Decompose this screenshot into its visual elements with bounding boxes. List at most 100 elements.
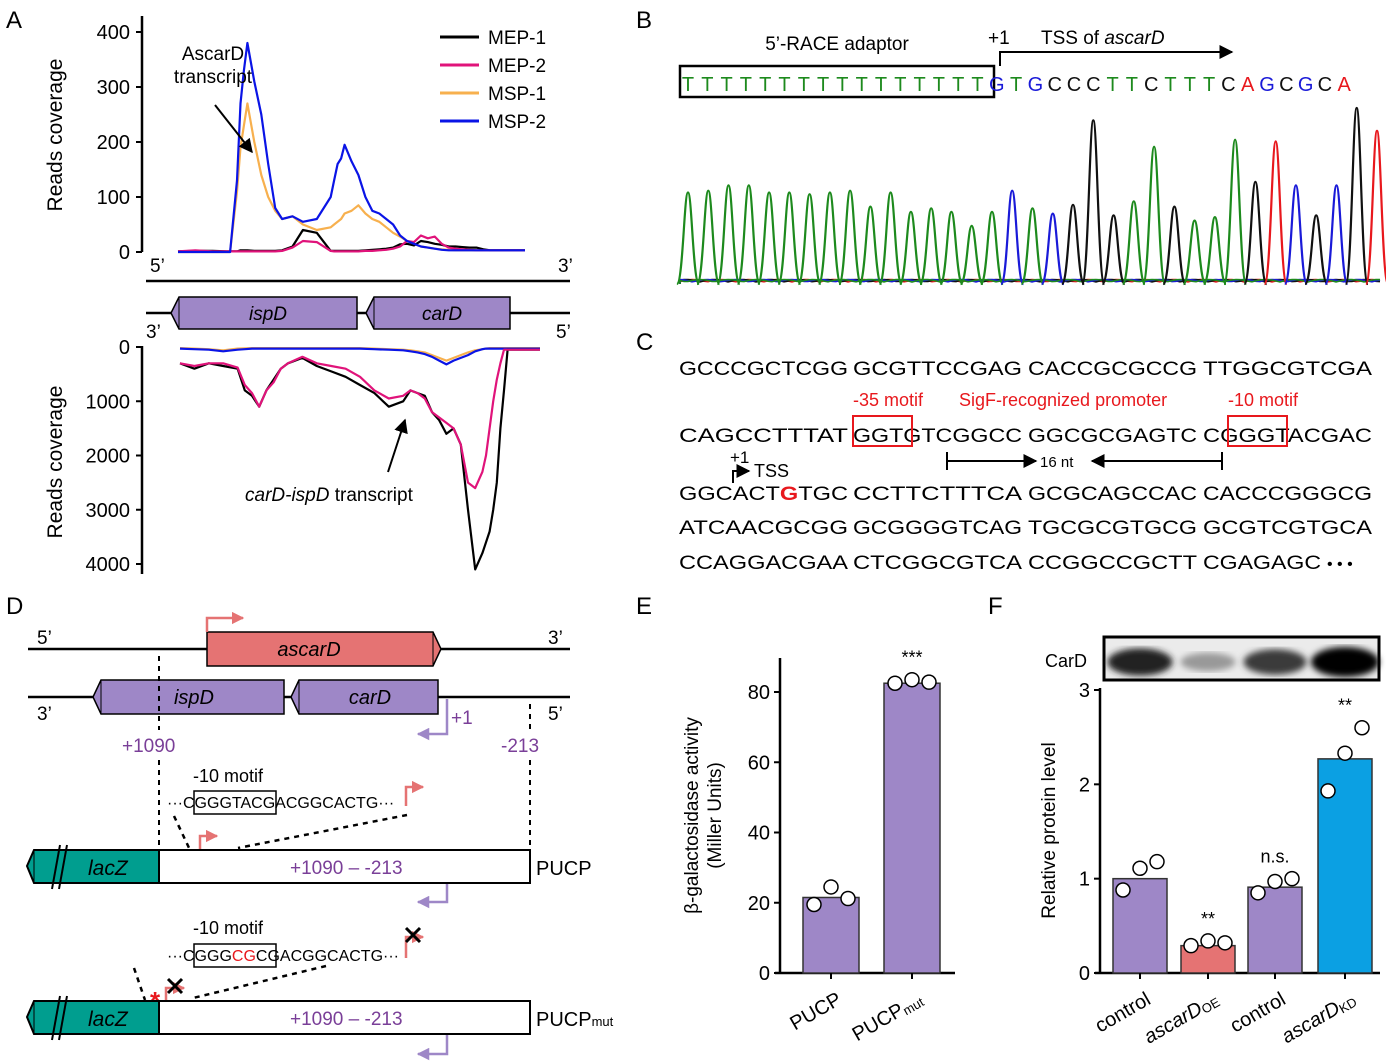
base-call: T: [894, 74, 906, 96]
fChart-significance: **: [1201, 909, 1215, 929]
sequence-block: CCTTCTTTCA: [853, 484, 1022, 505]
chromatogram-peak: [1263, 140, 1288, 286]
base-call: T: [971, 74, 983, 96]
d-top-5prime: 5’: [37, 628, 52, 649]
a-gene-ispD: ispD: [170, 296, 358, 330]
d-mut-reporter-label: lacZ: [88, 1008, 129, 1031]
chromatogram-peak: [1324, 184, 1349, 286]
base-call: G: [1259, 74, 1275, 96]
fChart-data-point: [1284, 870, 1300, 887]
a-top-y-tick-label: 0: [119, 242, 130, 264]
fChart-x-tick-label: ascarDOE: [1140, 988, 1222, 1048]
panel-label-d: D: [6, 593, 23, 620]
chromatogram-peak: [898, 210, 924, 286]
eChart-y-label: β-galactosidase activity: [682, 717, 703, 914]
d-mut-insert-tss-arrow: [164, 981, 186, 1001]
base-call: T: [701, 74, 713, 96]
panel-c: C GCCCGCTCGG GCGTTCCGAG CACCGCGCCG TTGGCGTC…: [636, 329, 1372, 574]
base-call: T: [1184, 74, 1196, 96]
eChart-data-point: [887, 675, 903, 691]
a-top-y-tick-label: 400: [97, 22, 130, 44]
d-mut-seq-box-b: C: [256, 948, 268, 965]
chromatogram-peak: [1243, 180, 1268, 286]
legend-label-msp-2: MSP-2: [488, 112, 546, 133]
sequence-block: CAGCCTTTAT: [679, 426, 849, 447]
d-wt-motif-box: [193, 790, 277, 815]
sequence-block: GGCGCGAGTC: [1028, 426, 1197, 447]
tss-base: G: [780, 484, 798, 505]
a-top-line-msp-1: [178, 102, 525, 254]
b-tss-label: TSS of ascarD: [1041, 28, 1165, 49]
base-call: C: [1067, 74, 1081, 96]
d-bottom-3prime: 3’: [37, 704, 52, 725]
sequence-block: ATCAACGCGG: [679, 518, 848, 539]
fChart-y-label: Relative protein level: [1039, 742, 1060, 918]
d-wt-sequence: ···CGGGTACGACGGCACTG···: [167, 795, 394, 812]
sequence-block: GCGGGGTCAG: [853, 518, 1022, 539]
a-bottom-y-tick-label: 4000: [86, 554, 131, 576]
chromatogram-peak: [1141, 145, 1167, 286]
a-top-y-ticks: 0 100 200 300 400: [97, 22, 142, 264]
chromatogram-peak: [1202, 215, 1228, 286]
c-motif-35-box: [852, 415, 913, 447]
sequence-part: TGC: [798, 484, 848, 505]
fChart-data-point: [1250, 885, 1266, 901]
panel-label-f: F: [988, 593, 1003, 620]
chromatogram-peak: [837, 189, 863, 286]
d-mut-seq-post: GACGGCACTG···: [267, 948, 399, 965]
eChart-y-tick-label: 60: [748, 752, 770, 774]
base-call: T: [836, 74, 848, 96]
eChart-data-point: [806, 896, 822, 913]
chromatogram-peak: [777, 191, 802, 286]
e-chart: 0 20 40 60 80 β-galactosidase activity (Miller…: [682, 648, 955, 1046]
eChart-significance: ***: [901, 648, 922, 668]
d-wt-construct: lacZ +1090 – -213: [25, 844, 531, 890]
d-pos-left: +1090: [122, 736, 175, 757]
a-bottom-annotation-italic: carD-ispD: [245, 485, 330, 506]
base-call: T: [933, 74, 945, 96]
b-tss-gene: ascarD: [1104, 28, 1164, 49]
chromatogram-baseline-T: [679, 278, 1381, 284]
d-mut-construct-label: PUCPmut: [536, 1009, 614, 1031]
base-call: T: [1106, 74, 1118, 96]
base-call: T: [740, 74, 752, 96]
d-wt-motif-label: -10 motif: [193, 766, 264, 786]
d-wt-insert-tss-arrow: [198, 829, 219, 849]
eChart-y-tick-label: 0: [759, 963, 770, 985]
d-wt-tss-arrow: [404, 780, 425, 806]
base-call: T: [1203, 74, 1215, 96]
sequence-block: CCGGCCGCTT: [1028, 553, 1197, 574]
base-call: T: [778, 74, 790, 96]
c-spacer-label: 16 nt: [1040, 454, 1074, 471]
d-gene-carD-label: carD: [349, 687, 391, 709]
chromatogram-peak: [1060, 203, 1086, 286]
chromatogram-peak: [1162, 205, 1187, 286]
f-blot-label: CarD: [1045, 651, 1087, 671]
a-gene-carD: carD: [365, 296, 511, 330]
c-motif-10: -10 motif: [1228, 390, 1299, 410]
sequence-part: GGCACT: [679, 484, 780, 505]
eChart-x-tick-label-main: PUCP: [786, 988, 845, 1035]
chromatogram-peak: [1304, 214, 1329, 286]
sequence-ellipsis: • • •: [1327, 556, 1353, 573]
d-wt-zoom-right: [237, 813, 408, 850]
c-tss-plus1: +1: [730, 448, 749, 467]
d-gene-carD: carD: [290, 679, 439, 715]
a-strand-top-5prime: 5’: [150, 256, 165, 277]
chromatogram-peak: [1101, 214, 1126, 286]
a-bottom-y-tick-label: 3000: [86, 500, 131, 522]
fChart-data-point: [1217, 935, 1233, 951]
b-tss-prefix: TSS of: [1041, 28, 1104, 49]
d-mut-carD-arrow: [416, 1035, 449, 1061]
sequence-block: TTGGCGTCGA: [1203, 359, 1372, 380]
d-mut-construct: lacZ +1090 – -213: [25, 995, 531, 1041]
fChart-significance: n.s.: [1260, 847, 1289, 867]
d-wt-insert-label: +1090 – -213: [290, 858, 403, 879]
chromatogram-peak: [817, 191, 843, 286]
chromatogram-peak: [716, 184, 741, 286]
chromatogram-peak: [797, 193, 822, 286]
